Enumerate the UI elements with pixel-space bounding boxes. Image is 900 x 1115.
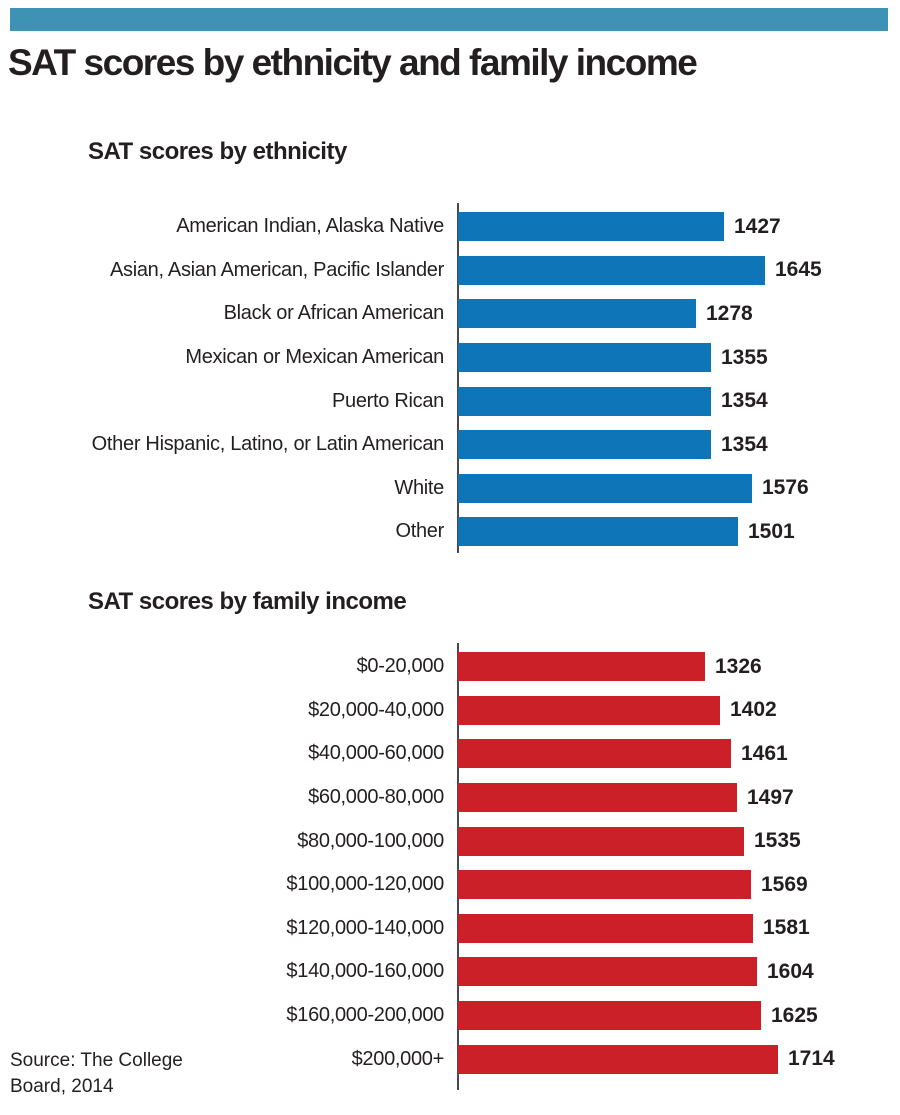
bar-row: $120,000-140,000 1581 (0, 907, 900, 951)
value-label: 1461 (741, 741, 788, 765)
value-label: 1576 (762, 476, 809, 500)
category-label: $140,000-160,000 (286, 960, 444, 983)
value-label: 1497 (747, 785, 794, 809)
category-label: Puerto Rican (331, 389, 444, 412)
category-label: Other Hispanic, Latino, or Latin America… (91, 433, 445, 456)
value-label: 1501 (748, 519, 795, 543)
bar (458, 430, 711, 460)
ethnicity-chart-axis (457, 203, 459, 553)
source-line-1: Source: The College (10, 1050, 183, 1071)
category-label: $200,000+ (351, 1047, 445, 1070)
bar (458, 255, 765, 285)
page-title: SAT scores by ethnicity and family incom… (8, 42, 698, 83)
value-label: 1402 (730, 698, 777, 722)
bar-row: Mexican or Mexican American 1355 (0, 336, 900, 380)
bar (458, 652, 705, 682)
bar (458, 473, 752, 503)
value-label: 1355 (721, 345, 768, 369)
category-label: Black or African American (223, 302, 445, 325)
value-label: 1625 (771, 1003, 818, 1027)
income-chart-rows: $0-20,000 1326 $20,000-40,000 1402 $40,000-6… (0, 645, 900, 1081)
category-label: $160,000-200,000 (286, 1004, 444, 1027)
bar (458, 212, 724, 242)
income-chart-title: SAT scores by family income (88, 588, 407, 615)
category-label: $0-20,000 (356, 655, 445, 678)
category-label: $120,000-140,000 (286, 916, 444, 939)
value-label: 1354 (721, 432, 768, 456)
bar-row: $80,000-100,000 1535 (0, 819, 900, 863)
bar (458, 299, 696, 329)
bar (458, 343, 711, 373)
bar-row: $100,000-120,000 1569 (0, 863, 900, 907)
source-line-2: Board, 2014 (10, 1076, 114, 1097)
category-label: $40,000-60,000 (308, 742, 444, 765)
bar-row: $60,000-80,000 1497 (0, 776, 900, 820)
bar (458, 783, 737, 813)
value-label: 1645 (775, 258, 822, 282)
bar (458, 913, 753, 943)
value-label: 1604 (767, 959, 814, 983)
bar-row: Black or African American 1278 (0, 292, 900, 336)
category-label: White (394, 476, 444, 499)
bar (458, 517, 738, 547)
bar (458, 826, 744, 856)
value-label: 1581 (763, 916, 810, 940)
bar (458, 1001, 761, 1031)
bar-row: White 1576 (0, 467, 900, 511)
category-label: Asian, Asian American, Pacific Islander (109, 258, 444, 281)
income-chart-axis (457, 643, 459, 1090)
bar (458, 386, 711, 416)
value-label: 1354 (721, 389, 768, 413)
accent-bar-top (10, 8, 888, 31)
bar (458, 870, 751, 900)
bar (458, 695, 720, 725)
bar-row: Puerto Rican 1354 (0, 379, 900, 423)
bar-row: $200,000+ 1714 (0, 1037, 900, 1081)
bar-row: $140,000-160,000 1604 (0, 950, 900, 994)
bar-row: Other Hispanic, Latino, or Latin America… (0, 423, 900, 467)
bar (458, 1044, 778, 1074)
bar-row: $20,000-40,000 1402 (0, 689, 900, 733)
ethnicity-chart-rows: American Indian, Alaska Native 1427 Asian,… (0, 205, 900, 554)
bar (458, 739, 731, 769)
bar-row: $160,000-200,000 1625 (0, 994, 900, 1038)
value-label: 1278 (706, 301, 753, 325)
bar (458, 957, 757, 987)
category-label: $80,000-100,000 (297, 829, 444, 852)
bar-row: Asian, Asian American, Pacific Islander 1… (0, 249, 900, 293)
bar-row: Other 1501 (0, 510, 900, 554)
category-label: $100,000-120,000 (286, 873, 444, 896)
value-label: 1569 (761, 872, 808, 896)
source-credit: Source: The College Board, 2014 (10, 1048, 183, 1100)
ethnicity-chart-title: SAT scores by ethnicity (88, 138, 347, 165)
value-label: 1714 (788, 1047, 835, 1071)
bar-row: American Indian, Alaska Native 1427 (0, 205, 900, 249)
bar-row: $0-20,000 1326 (0, 645, 900, 689)
category-label: Other (395, 520, 444, 543)
value-label: 1535 (754, 829, 801, 853)
value-label: 1427 (734, 214, 781, 238)
value-label: 1326 (715, 654, 762, 678)
category-label: $20,000-40,000 (308, 698, 444, 721)
category-label: American Indian, Alaska Native (176, 215, 444, 238)
category-label: $60,000-80,000 (308, 786, 444, 809)
bar-row: $40,000-60,000 1461 (0, 732, 900, 776)
category-label: Mexican or Mexican American (185, 346, 444, 369)
